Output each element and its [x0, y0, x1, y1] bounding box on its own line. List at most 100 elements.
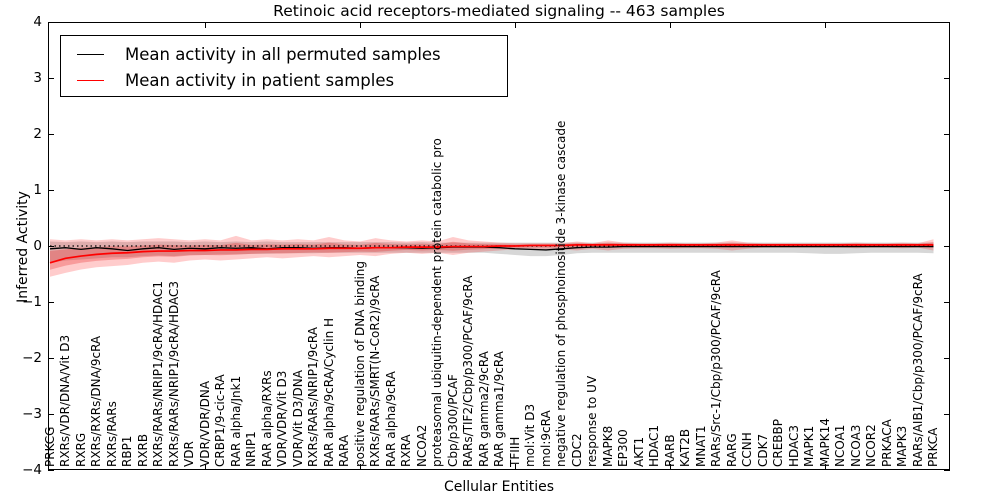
x-category-label: VDR/VDR/DNA [197, 380, 212, 467]
x-category-label: AKT1 [631, 436, 646, 467]
x-category-label: RXRs/RARs/NRIP1/9cRA/HDAC1 [151, 280, 165, 467]
permuted-line-swatch [77, 54, 104, 55]
x-category-label: MNAT1 [693, 425, 708, 467]
y-tick-label: 2 [33, 126, 42, 142]
x-category-label: CRBP1/9-cic-RA [213, 374, 227, 467]
x-category-label: mol:Vit D3 [523, 403, 537, 467]
tick-mark [944, 301, 950, 303]
x-category-label: MAPK8 [600, 425, 615, 467]
y-tick-label: −1 [22, 294, 42, 310]
x-category-label: CREBBP [771, 419, 785, 467]
x-category-label: RAR alpha/9cRA/Cyclin H [321, 317, 336, 467]
x-category-label: HDAC1 [647, 424, 661, 467]
x-category-label: RAR gamma2/9cRA [476, 351, 491, 467]
x-category-label: CCNH [740, 432, 754, 467]
x-category-label: RXRB [135, 433, 150, 467]
x-axis-label: Cellular Entities [443, 479, 555, 495]
tick-mark [944, 245, 950, 247]
tick-mark [944, 21, 950, 23]
patient-band [50, 235, 934, 277]
x-category-label: HDAC3 [786, 424, 801, 467]
x-category-label: NCOA2 [414, 424, 429, 467]
x-category-label: NRIP1 [244, 431, 258, 467]
x-category-label: MAPK1 [802, 425, 816, 467]
x-category-label: RAR alpha/Jnk1 [228, 375, 243, 467]
legend: Mean activity in all permuted samples Me… [60, 35, 508, 97]
x-category-label: Cbp/p300/PCAF [445, 374, 460, 467]
x-category-label: VDR/Vit D3/DNA [290, 370, 305, 467]
legend-entry-permuted: Mean activity in all permuted samples [61, 42, 507, 68]
tick-mark [204, 22, 206, 28]
tick-mark [824, 22, 826, 28]
tick-mark [944, 357, 950, 359]
y-tick-label: −2 [22, 350, 42, 366]
x-category-label: RARG [724, 433, 739, 467]
tick-mark [669, 464, 671, 470]
legend-label-permuted: Mean activity in all permuted samples [125, 45, 441, 64]
y-tick-label: −4 [22, 462, 42, 478]
x-category-label: RARA [337, 434, 351, 467]
x-category-label: RXRs/RARs/NRIP1/9cRA [306, 327, 320, 467]
x-category-label: RARB [662, 434, 677, 467]
x-category-label: NCOR2 [864, 424, 878, 467]
y-tick-label: 3 [33, 70, 42, 86]
x-category-label: response to UV [585, 375, 599, 467]
tick-mark [359, 22, 361, 28]
tick-mark [48, 469, 54, 471]
tick-mark [48, 357, 54, 359]
tick-mark [669, 22, 671, 28]
y-tick-label: 4 [33, 14, 42, 30]
tick-mark [48, 21, 54, 23]
x-category-label: RXRG [73, 432, 88, 467]
tick-mark [204, 464, 206, 470]
y-tick-label: 0 [33, 238, 42, 254]
x-category-label: NCOA1 [833, 424, 847, 467]
tick-mark [48, 301, 54, 303]
x-category-label: KAT2B [678, 428, 692, 467]
x-category-label: CDC2 [569, 433, 584, 467]
x-category-label: negative regulation of phosphoinositide … [554, 120, 568, 467]
tick-mark [944, 469, 950, 471]
x-category-label: MAPK3 [895, 425, 909, 467]
x-category-label: RAR alpha/RXRs [259, 370, 274, 467]
x-category-label: mol:9cRA [538, 410, 553, 467]
x-category-label: PRKCA [926, 427, 940, 467]
tick-mark [944, 189, 950, 191]
x-category-label: RXRs/VDR/DNA/Vit D3 [58, 334, 72, 467]
legend-entry-patient: Mean activity in patient samples [61, 68, 507, 94]
x-category-label: proteasomal ubiquitin-dependent protein … [430, 138, 444, 467]
tick-mark [944, 413, 950, 415]
legend-label-patient: Mean activity in patient samples [125, 71, 395, 90]
permuted-mean-line [49, 245, 934, 252]
y-tick-label: 1 [33, 182, 42, 198]
x-category-label: RBP1 [120, 435, 134, 467]
x-category-label: RXRs/RARs/SMRT(N-CoR2)/9cRA [368, 275, 382, 467]
chart-title: Retinoic acid receptors-mediated signali… [273, 2, 725, 20]
tick-mark [48, 413, 54, 415]
x-category-label: MAPK14 [817, 418, 832, 467]
x-category-label: RARs/TIF2/Cbp/p300/PCAF/9cRA [461, 275, 475, 467]
tick-mark [514, 464, 516, 470]
x-category-label: RARs/Src-1/Cbp/p300/PCAF/9cRA [709, 270, 723, 467]
x-category-label: RXRs/RARs [104, 401, 119, 467]
tick-mark [944, 77, 950, 79]
x-category-label: RAR alpha/9cRA [383, 371, 398, 467]
x-category-label: VDR [182, 441, 196, 467]
x-category-label: CDK7 [755, 433, 770, 467]
tick-mark [48, 77, 54, 79]
tick-mark [514, 22, 516, 28]
x-category-label: NCOA3 [848, 424, 863, 467]
x-category-label: RXRs/RXRs/DNA/9cRA [89, 335, 103, 467]
x-category-label: RARs/AIB1/Cbp/p300/PCAF/9cRA [910, 273, 925, 467]
x-category-label: VDR/VDR/Vit D3 [275, 370, 289, 467]
tick-mark [944, 133, 950, 135]
x-category-label: TFIIH [507, 436, 522, 467]
x-category-label: positive regulation of DNA binding [352, 261, 367, 467]
x-category-label: RXRA [399, 434, 413, 467]
patient-line-swatch [77, 80, 104, 81]
patient-mean-line [49, 244, 934, 264]
tick-mark [359, 464, 361, 470]
tick-mark [48, 189, 54, 191]
x-category-label: PRKACA [879, 419, 894, 467]
